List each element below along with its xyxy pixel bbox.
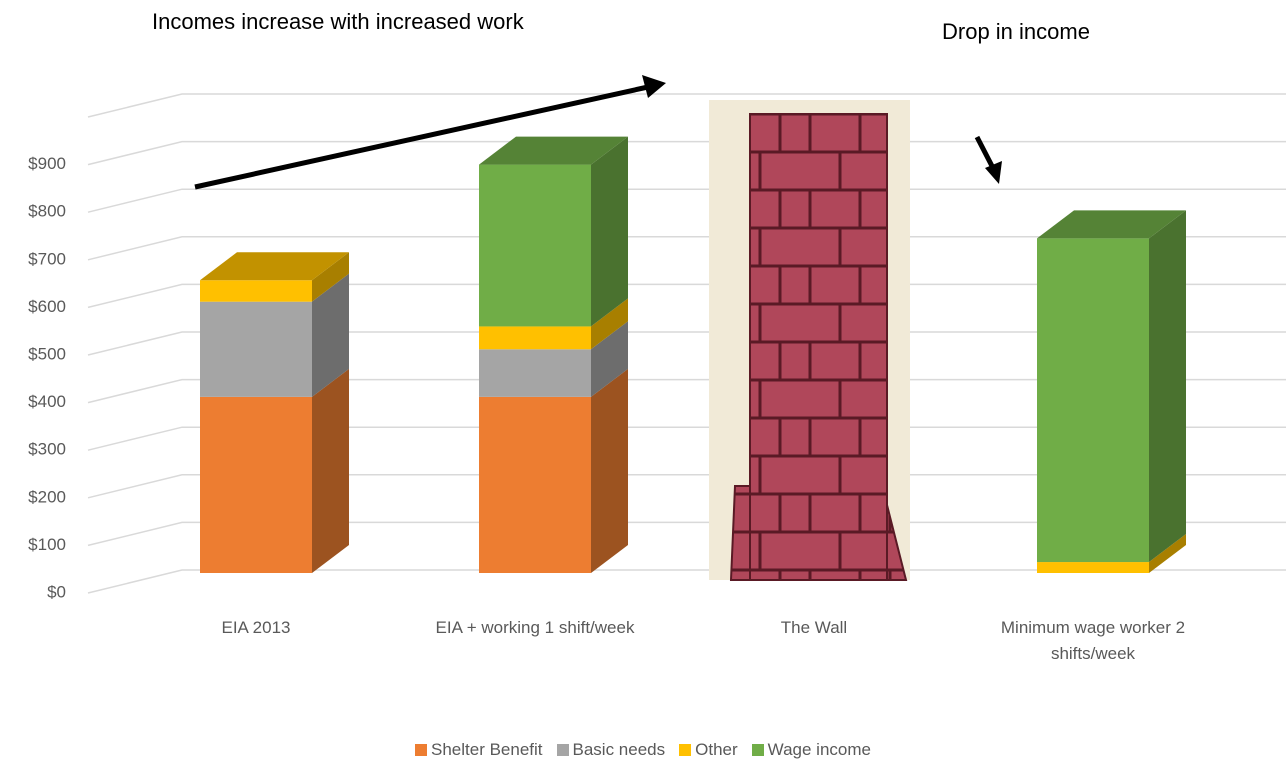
x-tick-label: EIA + working 1 shift/week: [435, 618, 635, 637]
bar-segment: [1037, 210, 1186, 563]
bar-side: [312, 368, 349, 573]
bar-segment: [200, 252, 349, 302]
legend-label: Basic needs: [572, 740, 666, 759]
legend-swatch: [415, 744, 427, 756]
bar-top: [200, 252, 349, 281]
bar-side: [1149, 210, 1186, 563]
y-tick-label: $700: [28, 249, 66, 268]
legend-item: Wage income: [751, 740, 871, 760]
legend-item: Basic needs: [556, 740, 666, 760]
grid-line: [87, 140, 1286, 166]
y-tick-label: $200: [28, 487, 66, 506]
grid-line: [87, 188, 1286, 213]
y-tick-label: $100: [28, 535, 66, 554]
bar-front: [479, 164, 591, 327]
y-tick-label: $400: [28, 392, 66, 411]
legend-swatch: [556, 744, 569, 756]
y-tick-label: $800: [28, 202, 66, 221]
bar-front: [1037, 238, 1149, 563]
legend-label: Wage income: [767, 740, 871, 759]
annotation-arrows: [194, 75, 1002, 190]
bar-segment: [479, 136, 628, 327]
legend-label: Shelter Benefit: [431, 740, 543, 759]
bar-front: [200, 396, 312, 573]
bar-top: [1037, 210, 1186, 239]
bar-side: [591, 321, 628, 397]
annotation: Drop in income: [942, 19, 1090, 44]
x-tick-label: Minimum wage worker 2 shifts/week: [1000, 618, 1186, 663]
annotation: Incomes increase with increased work: [152, 9, 524, 34]
bar-side: [312, 273, 349, 397]
grid-line: [87, 569, 1286, 594]
bar-segment: [479, 321, 628, 397]
legend-item: Shelter Benefit: [415, 740, 543, 760]
grid-line: [87, 236, 1286, 261]
grid-line: [87, 474, 1286, 499]
bar-segment: [200, 273, 349, 397]
legend: Shelter Benefit Basic needs Other Wage inco…: [0, 740, 1286, 760]
bar-front: [200, 280, 312, 302]
bar-segment: [200, 368, 349, 573]
legend-label: Other: [695, 740, 738, 759]
grid-line: [87, 93, 1286, 118]
legend-swatch: [751, 744, 764, 756]
bar-top: [479, 136, 628, 165]
bar-side: [1149, 534, 1186, 573]
legend-item: Other: [679, 740, 738, 760]
legend-swatch: [679, 744, 692, 756]
bar-front: [479, 349, 591, 397]
wall-image: [709, 100, 910, 581]
grid-line: [87, 378, 1286, 404]
bar-segment: [1037, 534, 1186, 573]
y-tick-label: $300: [28, 440, 66, 459]
grid-line: [87, 426, 1286, 451]
grid-line: [87, 283, 1286, 309]
y-tick-label: $0: [47, 582, 66, 601]
grid-line: [87, 521, 1286, 547]
bar-segment: [479, 298, 628, 350]
bar-segment: [479, 368, 628, 573]
bar-front: [200, 301, 312, 397]
bar-front: [479, 326, 591, 350]
bar-side: [591, 298, 628, 350]
bar-side: [312, 252, 349, 302]
x-tick-label: EIA 2013: [221, 618, 291, 637]
bar-side: [591, 368, 628, 573]
y-tick-label: $600: [28, 297, 66, 316]
y-tick-label: $900: [28, 154, 66, 173]
grid-line: [87, 331, 1286, 356]
bar-side: [591, 136, 628, 327]
bar-front: [479, 396, 591, 573]
bar-front: [1037, 562, 1149, 573]
x-tick-label: The Wall: [780, 618, 848, 637]
y-tick-label: $500: [28, 344, 66, 363]
